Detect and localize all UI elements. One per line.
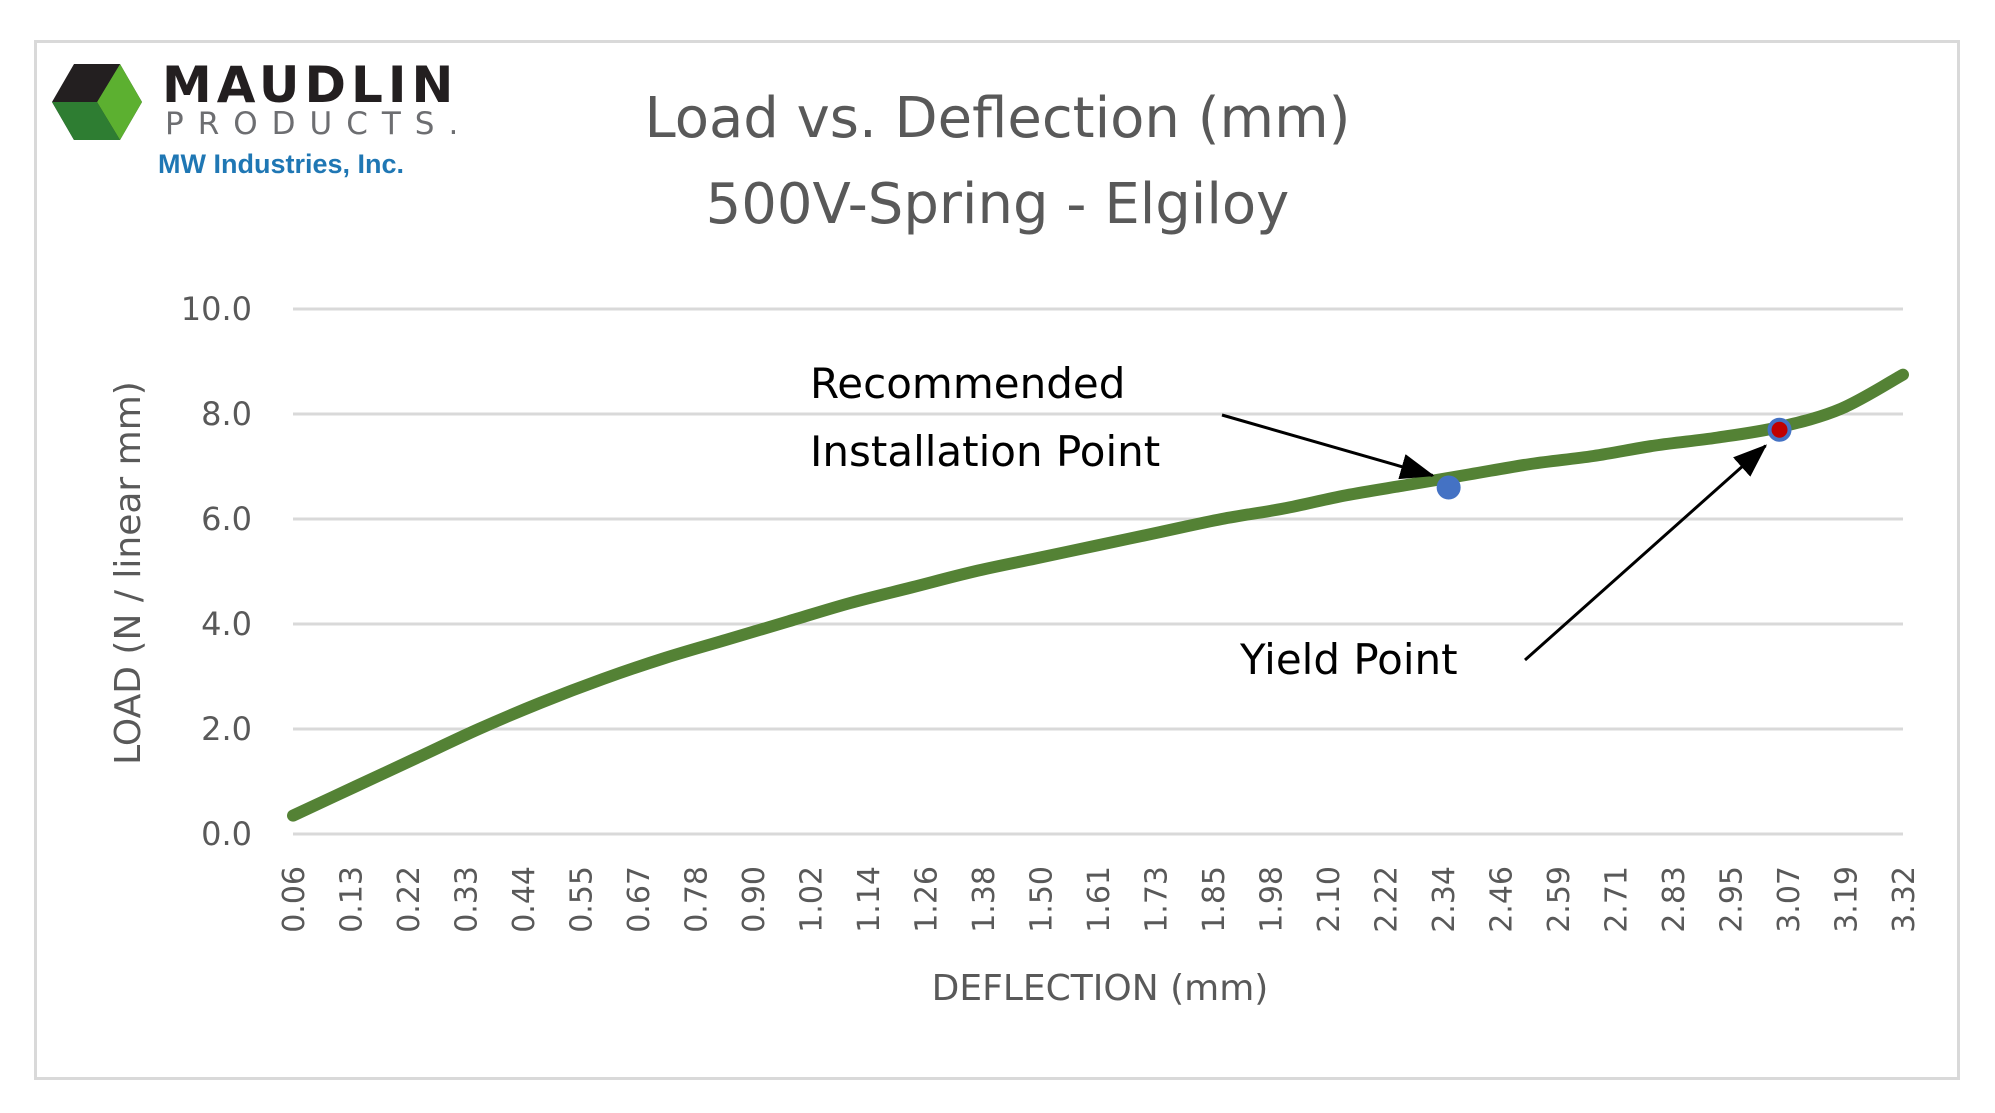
y-tick-label: 10.0 bbox=[181, 290, 252, 328]
y-axis-label: LOAD (N / linear mm) bbox=[108, 381, 149, 765]
x-tick-label: 0.13 bbox=[335, 866, 370, 933]
y-tick-label: 2.0 bbox=[201, 710, 252, 748]
installation-point-annotation: Recommended bbox=[810, 359, 1125, 408]
chart-title: Load vs. Deflection (mm) bbox=[644, 86, 1351, 151]
x-tick-label: 1.26 bbox=[910, 866, 945, 933]
x-tick-label: 0.33 bbox=[450, 866, 485, 933]
x-tick-label: 1.50 bbox=[1025, 866, 1060, 933]
x-tick-label: 1.61 bbox=[1082, 866, 1117, 933]
installation-point-arrow bbox=[1221, 413, 1435, 480]
y-tick-labels: 0.0 2.0 4.0 6.0 8.0 10.0 bbox=[181, 290, 252, 853]
chart-subtitle: 500V-Spring - Elgiloy bbox=[705, 172, 1290, 237]
x-tick-label: 0.67 bbox=[622, 866, 657, 933]
logo-sub: PRODUCTS. bbox=[165, 106, 473, 142]
installation-point-annotation: Installation Point bbox=[810, 427, 1160, 476]
x-tick-label: 2.46 bbox=[1485, 866, 1520, 933]
yield-point-arrow bbox=[1524, 444, 1768, 662]
x-tick-label: 1.85 bbox=[1197, 866, 1232, 933]
x-axis-label: DEFLECTION (mm) bbox=[932, 968, 1269, 1009]
x-tick-label: 0.78 bbox=[680, 866, 715, 933]
x-tick-label: 0.90 bbox=[737, 866, 772, 933]
x-tick-label: 2.10 bbox=[1312, 866, 1347, 933]
y-tick-label: 8.0 bbox=[201, 395, 252, 433]
grid-lines bbox=[293, 307, 1903, 836]
x-tick-label: 2.71 bbox=[1600, 866, 1635, 933]
x-tick-label: 1.38 bbox=[967, 866, 1002, 933]
hexagon-cube-icon bbox=[52, 64, 142, 140]
x-tick-label: 3.07 bbox=[1772, 866, 1807, 933]
logo-name: MAUDLIN bbox=[162, 56, 459, 114]
annotations: Recommended Installation Point Yield Point bbox=[810, 359, 1768, 684]
y-tick-label: 0.0 bbox=[201, 815, 252, 853]
yield-point-marker bbox=[1767, 417, 1792, 442]
company-logo: MAUDLIN PRODUCTS. MW Industries, Inc. bbox=[52, 56, 532, 186]
installation-point-marker bbox=[1436, 475, 1461, 500]
logo-company: MW Industries, Inc. bbox=[158, 149, 405, 179]
x-tick-label: 2.83 bbox=[1657, 866, 1692, 933]
y-tick-label: 6.0 bbox=[201, 500, 252, 538]
yield-point-annotation: Yield Point bbox=[1239, 635, 1458, 684]
x-tick-label: 0.22 bbox=[392, 866, 427, 933]
series-line bbox=[287, 368, 1909, 822]
x-tick-labels: 0.06 0.13 0.22 0.33 0.44 0.55 0.67 0.78 0.90 1.02… bbox=[277, 866, 1922, 933]
x-tick-label: 1.73 bbox=[1140, 866, 1175, 933]
x-tick-label: 2.95 bbox=[1715, 866, 1750, 933]
y-tick-label: 4.0 bbox=[201, 605, 252, 643]
x-tick-label: 3.32 bbox=[1887, 866, 1922, 933]
x-tick-label: 2.59 bbox=[1542, 866, 1577, 933]
x-tick-label: 3.19 bbox=[1830, 866, 1865, 933]
x-tick-label: 1.98 bbox=[1255, 866, 1290, 933]
x-tick-label: 2.22 bbox=[1370, 866, 1405, 933]
x-tick-label: 0.44 bbox=[507, 866, 542, 933]
marked-points bbox=[1436, 417, 1792, 500]
x-tick-label: 2.34 bbox=[1427, 866, 1462, 933]
x-tick-label: 0.55 bbox=[565, 866, 600, 933]
x-tick-label: 1.02 bbox=[795, 866, 830, 933]
x-tick-label: 1.14 bbox=[852, 866, 887, 933]
x-tick-label: 0.06 bbox=[277, 866, 312, 933]
